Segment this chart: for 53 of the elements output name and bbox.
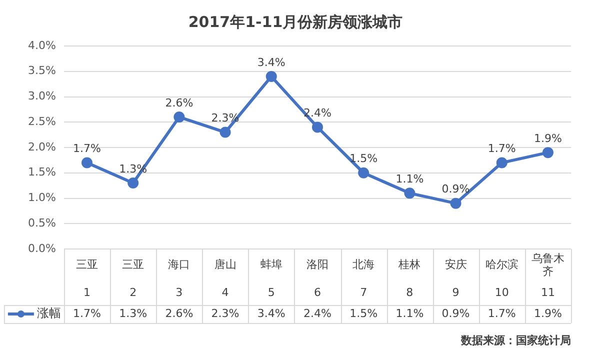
- point: [496, 157, 508, 168]
- text: 1.7%: [488, 142, 516, 156]
- data-label: 1.7%: [488, 306, 516, 320]
- y-tick-label: 0.5%: [28, 216, 56, 230]
- category-label: 唐山 4: [214, 258, 236, 299]
- category-label: 北海 7: [352, 258, 375, 299]
- point: [542, 147, 554, 158]
- category-label: 海口 3: [168, 258, 190, 299]
- source-note: 数据来源：国家统计局: [460, 334, 571, 347]
- point: [266, 70, 277, 82]
- y-tick-label: 1.5%: [28, 166, 56, 179]
- point: [404, 188, 416, 199]
- chart-title: 2017年1-11月份新房领涨城市: [188, 12, 403, 31]
- data-label: 1.1%: [396, 306, 424, 320]
- point: [81, 157, 92, 168]
- point: [358, 167, 370, 178]
- y-tick-label: 2.5%: [28, 114, 56, 128]
- text: 1.1%: [396, 172, 424, 186]
- y-tick-label: 0.0%: [28, 242, 56, 255]
- category-label: 桂林 8: [398, 258, 421, 299]
- text: 1.7%: [73, 142, 101, 156]
- category-label: 安庆 9: [444, 258, 467, 299]
- category-label: 三亚 1: [76, 258, 98, 299]
- point: [312, 122, 323, 133]
- category-label: 哈尔滨 10: [485, 258, 518, 299]
- y-tick-label: 4.0%: [28, 38, 56, 52]
- y-tick-label: 3.0%: [28, 90, 56, 103]
- data-label: 1.3%: [119, 306, 148, 320]
- data-label: 1.9%: [534, 306, 562, 320]
- y-tick-label: 3.5%: [28, 64, 56, 78]
- data-label: 0.9%: [442, 306, 470, 320]
- point: [220, 126, 231, 138]
- data-label: 2.3%: [211, 306, 240, 320]
- legend-label: 涨幅: [36, 306, 61, 320]
- data-label: 1.7%: [73, 306, 101, 320]
- data-label: 2.4%: [303, 306, 332, 320]
- category-label: 蚌埠 5: [260, 258, 282, 299]
- data-label: 2.6%: [165, 306, 194, 320]
- data-label: 1.5%: [350, 306, 378, 320]
- point: [128, 178, 139, 189]
- category-label: 三亚 2: [122, 258, 144, 299]
- text: 1.9%: [534, 132, 562, 145]
- y-tick-label: 2.0%: [28, 140, 56, 154]
- category-label: 洛阳 6: [306, 258, 328, 299]
- point: [450, 198, 462, 209]
- text: 3.4%: [257, 56, 286, 69]
- point: [174, 112, 185, 123]
- text: 0.9%: [442, 182, 470, 196]
- text: 1.5%: [350, 152, 378, 166]
- data-label: 3.4%: [257, 306, 286, 320]
- x-tick-label: 乌鲁木齐 11: [531, 252, 564, 299]
- y-tick-label: 1.0%: [28, 191, 56, 204]
- text: 2.6%: [165, 96, 194, 110]
